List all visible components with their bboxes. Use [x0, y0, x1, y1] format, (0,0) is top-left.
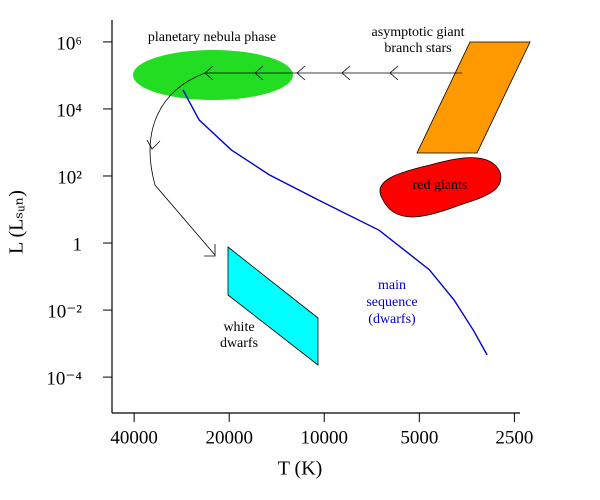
track-curve — [149, 72, 216, 256]
region-label: planetary nebula phase — [148, 30, 276, 45]
arrowhead — [341, 65, 351, 81]
arrowhead — [389, 65, 399, 81]
y-tick-label: 10⁶ — [56, 33, 82, 54]
arrowhead — [296, 65, 306, 81]
y-tick-label: 10⁴ — [56, 100, 82, 121]
arrowhead — [254, 65, 264, 81]
agb-region — [416, 41, 531, 154]
y-tick-label: 10⁻² — [47, 301, 82, 322]
y-tick-label: 10⁻⁴ — [46, 368, 82, 389]
region-label: branch stars — [384, 41, 451, 56]
red-giant-region — [379, 157, 502, 218]
region-label: asymptotic giant — [372, 25, 465, 40]
x-tick-label: 20000 — [205, 427, 253, 448]
x-axis-title: T (K) — [278, 458, 323, 480]
region-label: red giants — [413, 178, 468, 193]
region-label: dwarfs — [220, 336, 258, 351]
arrowhead — [146, 139, 161, 150]
arrowhead — [204, 244, 216, 257]
planetary-nebula-region — [133, 50, 293, 100]
y-axis-title: L (Lₛᵤₙ) — [6, 190, 28, 254]
region-label: white — [223, 320, 254, 335]
series-label: sequence — [366, 295, 417, 310]
evolution-track — [146, 65, 462, 257]
main-sequence-line — [182, 89, 488, 356]
series-label: (dwarfs) — [368, 312, 416, 327]
x-tick-label: 10000 — [301, 427, 349, 448]
y-tick-label: 1 — [73, 234, 83, 255]
x-tick-label: 2500 — [495, 427, 533, 448]
white-dwarf-region — [227, 246, 319, 366]
y-tick-label: 10² — [57, 167, 82, 188]
series-label: main — [378, 278, 406, 293]
x-tick-label: 5000 — [400, 427, 438, 448]
x-tick-label: 40000 — [110, 427, 158, 448]
